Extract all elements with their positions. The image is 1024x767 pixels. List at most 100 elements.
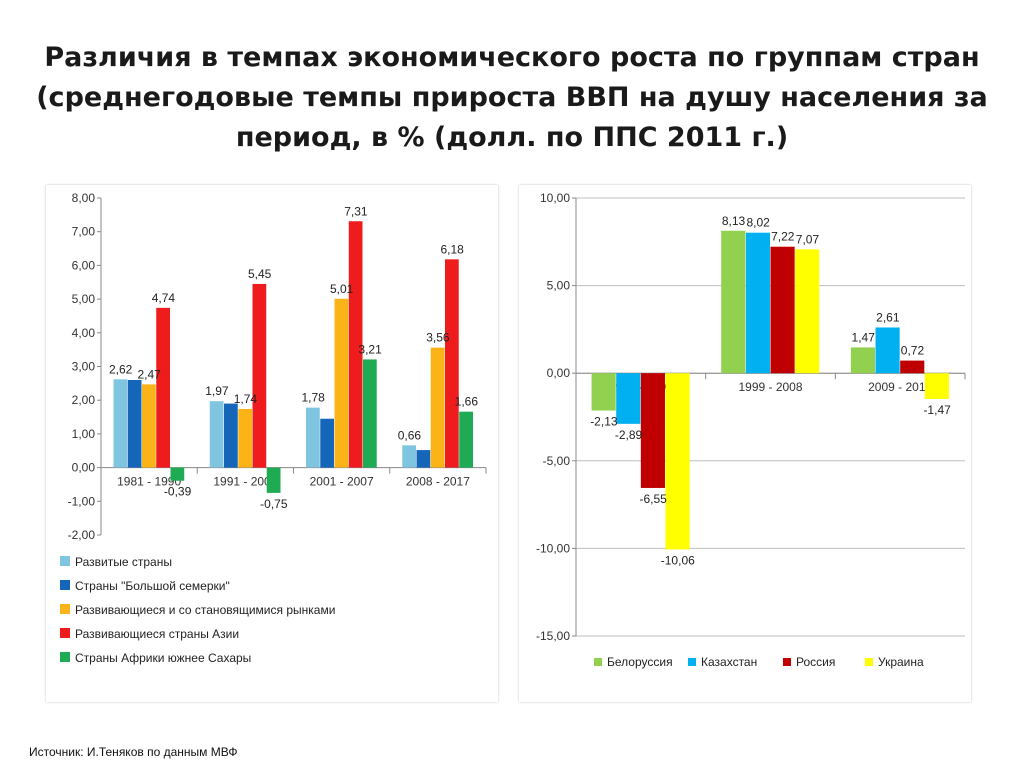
data-label: 5,01	[330, 282, 354, 296]
data-label: 5,45	[248, 267, 272, 281]
data-label: 7,31	[344, 204, 368, 218]
data-label: -0,75	[260, 497, 288, 511]
bar	[745, 232, 770, 374]
bar	[640, 373, 665, 488]
data-label: 2,62	[109, 362, 133, 376]
bar	[238, 408, 252, 468]
bar	[402, 445, 417, 468]
data-label: 7,22	[771, 230, 795, 244]
legend-swatch	[783, 658, 791, 666]
bar	[616, 373, 641, 424]
data-label: 1,97	[205, 384, 229, 398]
data-label: 2,47	[137, 367, 161, 381]
legend-swatch	[60, 652, 70, 662]
bar	[142, 384, 156, 468]
y-tick-label: 5,00	[547, 279, 571, 293]
legend-label: Страны Африки южнее Сахары	[75, 651, 251, 665]
chart-panel-cis-countries: -15,00 -10,00 -5,00 0,00 5,00 10,00 1991 - 199…	[519, 185, 971, 702]
bar	[306, 407, 320, 468]
x-tick-label: 1999 - 2008	[738, 380, 802, 394]
legend-label: Развитые страны	[75, 555, 172, 569]
bar	[770, 246, 795, 374]
bar	[721, 230, 746, 374]
legend-swatch	[594, 658, 602, 666]
bar	[334, 298, 349, 468]
chart-panel-country-groups: -2,00 -1,00 0,00 1,00 2,00 3,00 4,00 5,00 6,00 7,…	[46, 185, 498, 702]
data-label: 1,66	[455, 395, 479, 409]
legend-label: Украина	[878, 655, 924, 669]
data-label: -0,39	[164, 485, 192, 499]
title-line-3: период, в % (долл. по ППС 2011 г.)	[235, 122, 789, 153]
data-label: -2,13	[590, 415, 618, 429]
bar	[224, 403, 238, 468]
y-tick-label: 3,00	[72, 360, 96, 374]
y-tick-label: -2,00	[68, 528, 96, 542]
legend-swatch	[865, 658, 873, 666]
y-tick-label: 8,00	[72, 191, 96, 205]
data-label: 7,07	[796, 232, 820, 246]
data-label: 6,18	[440, 242, 464, 256]
bar	[170, 467, 185, 481]
legend-swatch	[688, 658, 696, 666]
x-tick-label: 1981 - 1990	[117, 475, 181, 489]
bar	[113, 379, 128, 468]
bar	[320, 418, 335, 468]
title-line-1: Различия в темпах экономического роста п…	[44, 42, 980, 73]
y-tick-label: -5,00	[543, 454, 571, 468]
bar	[416, 450, 431, 468]
x-tick-label: 2001 - 2007	[310, 475, 374, 489]
data-label: 0,66	[398, 428, 422, 442]
legend-swatch	[60, 604, 70, 614]
legend-label: Россия	[796, 655, 835, 669]
bar	[430, 347, 445, 468]
x-tick-label: 2008 - 2017	[406, 475, 470, 489]
bar	[127, 379, 142, 468]
data-label: 4,74	[152, 291, 176, 305]
bar	[252, 283, 267, 468]
data-label: -1,47	[923, 403, 951, 417]
y-tick-label: 10,00	[540, 191, 570, 205]
data-label: -2,89	[615, 428, 643, 442]
y-tick-label: -10,00	[536, 541, 570, 555]
y-tick-label: 5,00	[72, 292, 96, 306]
bar	[875, 327, 900, 374]
source-note: Источник: И.Теняков по данным МВФ	[29, 745, 238, 759]
data-label: 3,21	[358, 342, 382, 356]
legend-swatch	[60, 556, 70, 566]
legend-label: Белоруссия	[607, 655, 673, 669]
legend-swatch	[60, 580, 70, 590]
data-label: 2,61	[876, 310, 900, 324]
y-tick-label: -15,00	[536, 629, 570, 643]
data-label: 1,74	[234, 392, 258, 406]
bar	[362, 359, 377, 468]
bar	[924, 373, 949, 399]
title-line-2: (среднегодовые темпы прироста ВВП на душ…	[36, 82, 988, 113]
bar	[795, 249, 820, 374]
y-tick-label: 6,00	[72, 258, 96, 272]
data-label: 0,72	[901, 344, 925, 358]
data-label: -10,06	[661, 553, 695, 567]
x-tick-label: 2009 - 2017	[868, 380, 932, 394]
data-label: 1,47	[852, 330, 876, 344]
data-label: 3,56	[426, 331, 450, 345]
x-tick-label: 1991 - 2000	[213, 475, 277, 489]
bar	[348, 221, 363, 468]
legend-label: Казахстан	[701, 655, 757, 669]
bar	[459, 411, 473, 468]
y-tick-label: 2,00	[72, 393, 96, 407]
bar	[591, 373, 616, 411]
legend-label: Развивающиеся и со становящимися рынками	[75, 603, 335, 617]
bar	[444, 259, 459, 468]
bar	[156, 307, 170, 468]
y-tick-label: 0,00	[547, 366, 571, 380]
data-label: -6,55	[639, 492, 667, 506]
data-label: 8,13	[722, 214, 746, 228]
legend-label: Страны "Большой семерки"	[75, 579, 230, 593]
y-tick-label: -1,00	[68, 494, 96, 508]
page-title: Различия в темпах экономического роста п…	[30, 38, 994, 158]
bar	[209, 401, 224, 468]
y-tick-label: 7,00	[72, 225, 96, 239]
y-tick-label: 1,00	[72, 427, 96, 441]
y-tick-label: 0,00	[72, 461, 96, 475]
